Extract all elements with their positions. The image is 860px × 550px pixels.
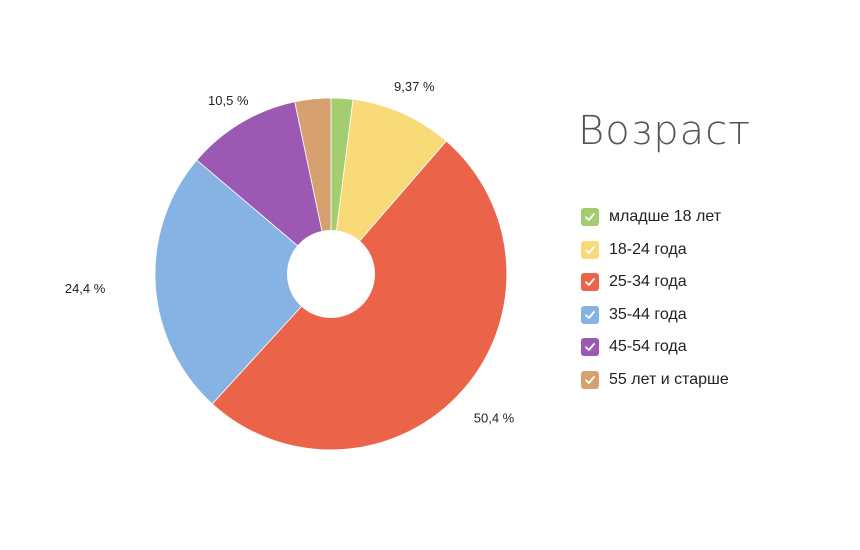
legend-item[interactable]: 35-44 года bbox=[581, 299, 729, 332]
legend-label: 35-44 года bbox=[609, 305, 687, 323]
legend-item[interactable]: 55 лет и старше bbox=[581, 364, 729, 397]
legend-label: 55 лет и старше bbox=[609, 370, 729, 388]
legend-label: 45-54 года bbox=[609, 338, 687, 356]
checkbox-checked-icon[interactable] bbox=[581, 273, 599, 292]
checkbox-checked-icon[interactable] bbox=[581, 240, 599, 259]
chart-title: Возраст bbox=[578, 108, 752, 154]
legend-label: младше 18 лет bbox=[609, 208, 722, 226]
legend: младше 18 лет 18-24 года 25-34 года 35-44 г… bbox=[581, 201, 729, 396]
legend-item[interactable]: 25-34 года bbox=[581, 266, 729, 299]
checkbox-checked-icon[interactable] bbox=[581, 208, 599, 227]
data-label-5: 10,5 % bbox=[208, 93, 249, 108]
legend-item[interactable]: младше 18 лет bbox=[581, 201, 729, 234]
checkbox-checked-icon[interactable] bbox=[581, 305, 599, 324]
pie-slice-5 bbox=[196, 101, 332, 276]
data-label-4: 24,4 % bbox=[65, 281, 106, 296]
pie-slice-2 bbox=[330, 98, 447, 276]
donut-hole bbox=[287, 230, 375, 318]
data-label-2: 9,37 % bbox=[394, 79, 435, 94]
legend-label: 25-34 года bbox=[609, 273, 687, 291]
checkbox-checked-icon[interactable] bbox=[581, 370, 599, 389]
checkbox-checked-icon[interactable] bbox=[581, 338, 599, 357]
pie-slice-4 bbox=[154, 159, 332, 405]
legend-label: 18-24 года bbox=[609, 240, 687, 258]
legend-item[interactable]: 18-24 года bbox=[581, 234, 729, 267]
legend-item[interactable]: 45-54 года bbox=[581, 331, 729, 364]
pie-slice-6 bbox=[294, 97, 332, 275]
data-label-3: 50,4 % bbox=[474, 411, 515, 426]
